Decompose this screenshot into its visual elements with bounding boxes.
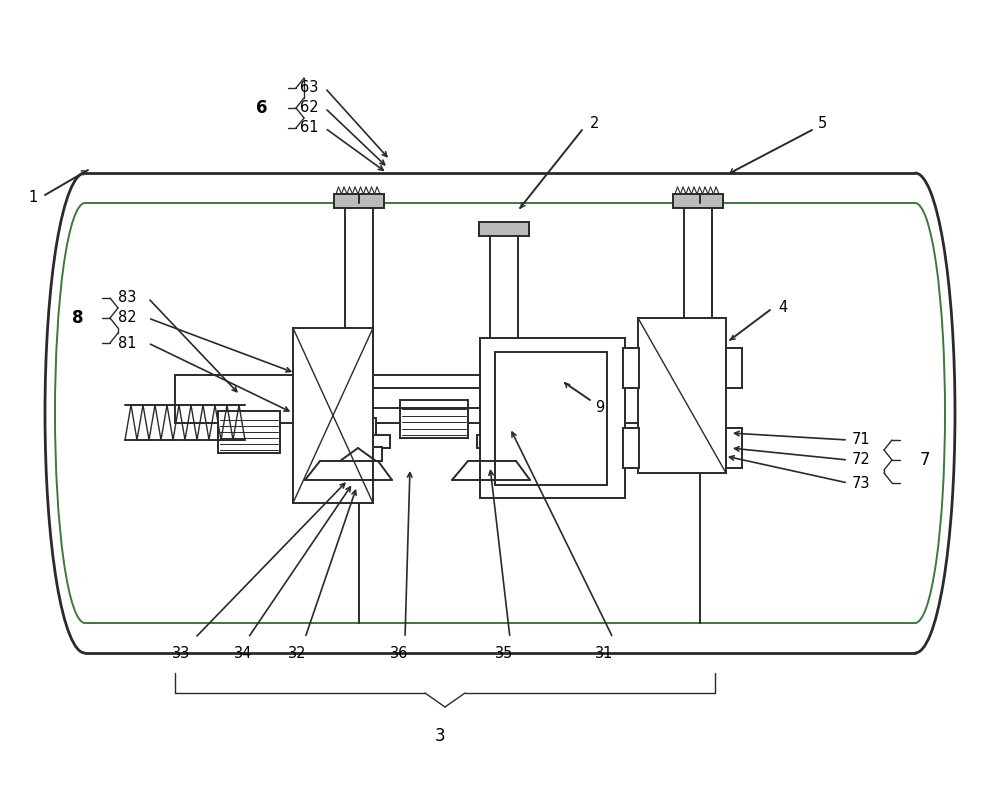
Bar bbox=[670, 435, 726, 448]
Text: 82: 82 bbox=[118, 310, 137, 326]
Text: 1: 1 bbox=[28, 191, 37, 205]
Bar bbox=[495, 352, 607, 485]
Text: 8: 8 bbox=[72, 309, 84, 327]
Text: 71: 71 bbox=[852, 432, 871, 448]
Bar bbox=[218, 411, 280, 453]
Text: 9: 9 bbox=[595, 401, 604, 415]
Bar bbox=[345, 203, 373, 418]
Bar bbox=[328, 435, 390, 448]
Text: 34: 34 bbox=[234, 646, 252, 660]
Text: 83: 83 bbox=[118, 291, 136, 305]
Bar bbox=[477, 435, 531, 448]
Bar bbox=[623, 348, 639, 388]
Bar bbox=[726, 428, 742, 468]
Bar bbox=[638, 318, 726, 473]
Bar bbox=[175, 375, 715, 423]
Text: 7: 7 bbox=[920, 451, 930, 469]
Bar bbox=[623, 428, 639, 468]
Bar bbox=[334, 194, 384, 208]
Bar bbox=[726, 348, 742, 388]
Bar bbox=[479, 222, 529, 236]
Bar bbox=[480, 338, 625, 498]
Text: 81: 81 bbox=[118, 335, 136, 351]
Text: 33: 33 bbox=[172, 646, 190, 660]
Text: 62: 62 bbox=[300, 100, 319, 116]
Bar bbox=[336, 447, 382, 461]
Bar bbox=[681, 418, 715, 436]
Bar bbox=[293, 328, 373, 503]
Text: 36: 36 bbox=[390, 646, 408, 660]
Text: 6: 6 bbox=[256, 99, 268, 117]
Bar bbox=[340, 418, 376, 436]
Text: 3: 3 bbox=[435, 727, 445, 745]
Text: 4: 4 bbox=[778, 301, 787, 315]
Text: 61: 61 bbox=[300, 120, 318, 136]
Text: 73: 73 bbox=[852, 475, 870, 490]
Text: 5: 5 bbox=[818, 116, 827, 131]
Bar bbox=[487, 418, 521, 436]
Bar bbox=[484, 447, 524, 461]
Bar bbox=[490, 233, 518, 418]
Text: 63: 63 bbox=[300, 81, 318, 95]
Text: 32: 32 bbox=[288, 646, 306, 660]
Text: 2: 2 bbox=[590, 116, 599, 131]
Text: 31: 31 bbox=[595, 646, 613, 660]
Text: 72: 72 bbox=[852, 452, 871, 468]
Bar bbox=[673, 194, 723, 208]
Bar bbox=[679, 454, 717, 469]
Bar bbox=[684, 203, 712, 418]
Bar bbox=[400, 400, 468, 438]
Text: 35: 35 bbox=[495, 646, 513, 660]
